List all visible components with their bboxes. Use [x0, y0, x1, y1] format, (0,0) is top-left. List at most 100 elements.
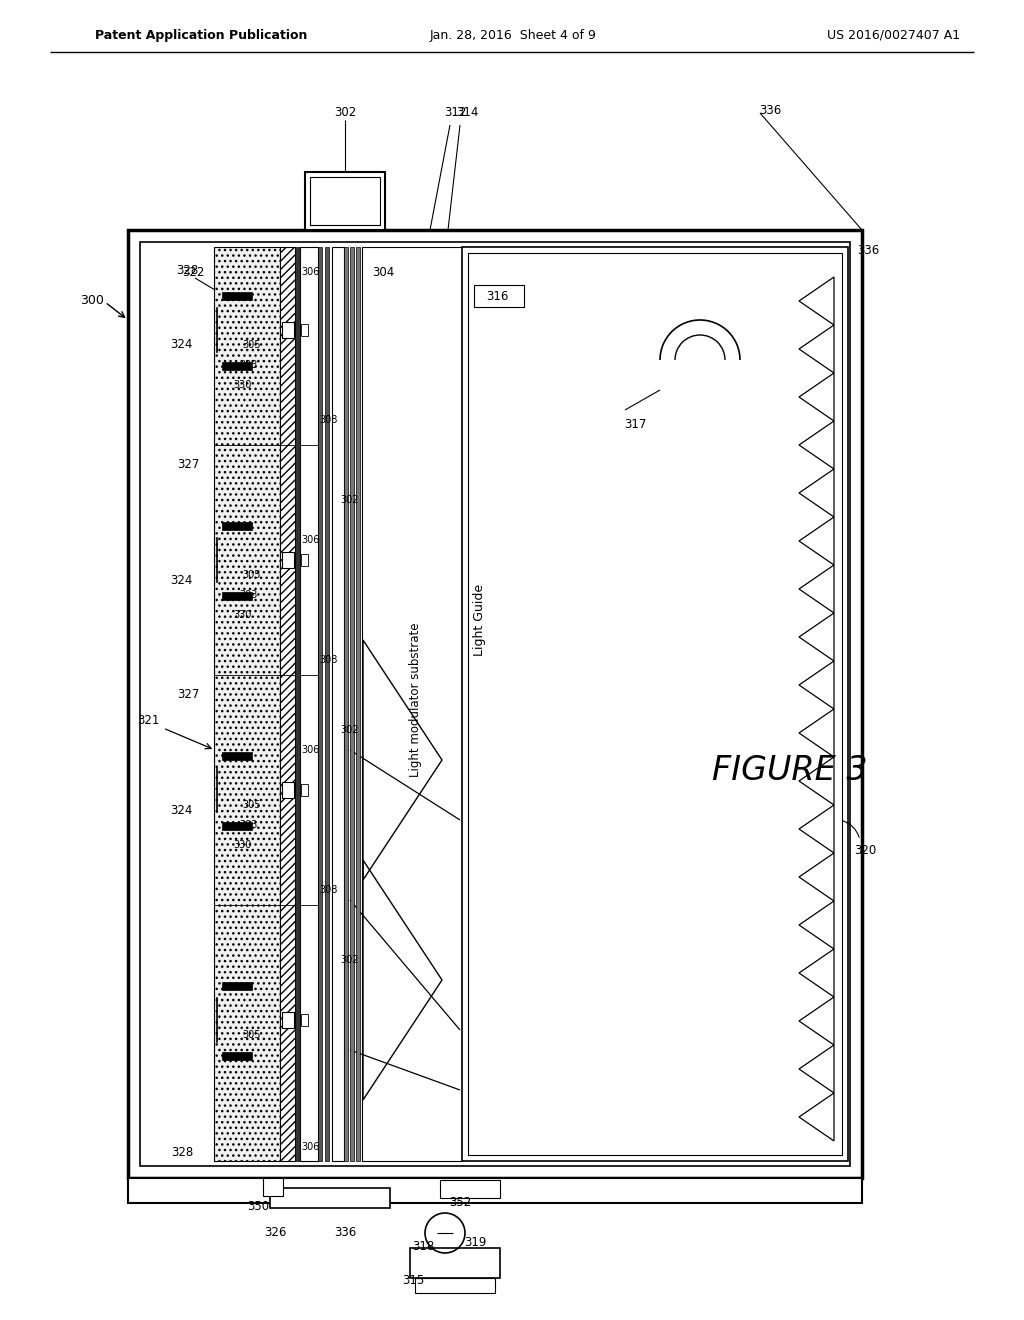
Polygon shape: [799, 565, 834, 612]
Bar: [301, 1014, 308, 1026]
Text: 316: 316: [485, 289, 508, 302]
Bar: [362, 247, 462, 1162]
Text: US 2016/0027407 A1: US 2016/0027407 A1: [826, 29, 961, 41]
Bar: [301, 784, 308, 796]
Bar: [410, 1247, 500, 1278]
Text: 327: 327: [177, 689, 200, 701]
Bar: [462, 247, 848, 1162]
Text: 322: 322: [182, 265, 205, 279]
Text: 304: 304: [372, 265, 394, 279]
Bar: [300, 247, 318, 1162]
Text: 328: 328: [176, 264, 198, 276]
Text: 324: 324: [171, 338, 193, 351]
Text: Light Guide: Light Guide: [473, 583, 486, 656]
Text: Jan. 28, 2016  Sheet 4 of 9: Jan. 28, 2016 Sheet 4 of 9: [430, 29, 597, 41]
Text: 305: 305: [243, 341, 261, 350]
Bar: [222, 521, 252, 531]
Polygon shape: [799, 997, 834, 1045]
Text: 303: 303: [239, 820, 257, 830]
Polygon shape: [799, 853, 834, 902]
Bar: [295, 247, 300, 1162]
Text: 302: 302: [341, 725, 359, 735]
Text: 303: 303: [239, 590, 257, 601]
Text: 324: 324: [171, 573, 193, 586]
Text: 319: 319: [464, 1237, 486, 1250]
Polygon shape: [799, 374, 834, 421]
Bar: [270, 1188, 390, 1208]
Bar: [468, 253, 842, 1155]
Polygon shape: [799, 469, 834, 517]
Text: 302: 302: [341, 954, 359, 965]
Text: 308: 308: [318, 884, 337, 895]
Polygon shape: [799, 612, 834, 661]
Text: 314: 314: [456, 107, 478, 120]
Text: 318: 318: [412, 1239, 434, 1253]
Bar: [318, 247, 322, 1162]
Bar: [140, 242, 850, 1166]
Polygon shape: [799, 1045, 834, 1093]
Polygon shape: [799, 277, 834, 325]
Polygon shape: [799, 709, 834, 756]
Text: 327: 327: [177, 458, 200, 471]
Bar: [222, 1052, 252, 1060]
Text: FIGURE 3: FIGURE 3: [712, 754, 867, 787]
Bar: [222, 982, 252, 990]
Bar: [282, 552, 294, 568]
Bar: [325, 247, 329, 1162]
Bar: [222, 292, 252, 300]
Bar: [280, 247, 295, 1162]
Bar: [301, 323, 308, 337]
Bar: [222, 362, 252, 370]
Text: 305: 305: [243, 1030, 261, 1040]
Text: 320: 320: [854, 843, 877, 857]
Text: Light modulator substrate: Light modulator substrate: [409, 623, 422, 777]
Text: 306: 306: [301, 1142, 319, 1152]
Bar: [344, 247, 348, 1162]
Text: 336: 336: [857, 243, 880, 256]
Text: 326: 326: [264, 1226, 286, 1239]
Text: 312: 312: [443, 107, 466, 120]
Text: 306: 306: [301, 744, 319, 755]
Text: 352: 352: [449, 1196, 471, 1209]
Bar: [474, 285, 524, 308]
Text: 330: 330: [232, 610, 251, 620]
Text: 321: 321: [137, 714, 159, 726]
Bar: [222, 591, 252, 601]
Text: 308: 308: [318, 414, 337, 425]
Text: 336: 336: [334, 1226, 356, 1239]
Bar: [310, 177, 380, 224]
Text: 328: 328: [171, 1146, 193, 1159]
Polygon shape: [799, 661, 834, 709]
Text: 302: 302: [341, 495, 359, 506]
Bar: [128, 1177, 862, 1203]
Bar: [263, 1177, 283, 1196]
Bar: [356, 247, 360, 1162]
Bar: [440, 1180, 500, 1199]
Text: 308: 308: [318, 655, 337, 665]
Polygon shape: [799, 517, 834, 565]
Polygon shape: [799, 1093, 834, 1140]
Text: 300: 300: [80, 293, 104, 306]
Text: 336: 336: [759, 103, 781, 116]
Bar: [222, 822, 252, 830]
Bar: [222, 752, 252, 760]
Text: 306: 306: [301, 267, 319, 277]
Bar: [415, 1278, 495, 1294]
Bar: [282, 1012, 294, 1028]
Bar: [350, 247, 354, 1162]
Bar: [214, 247, 280, 1162]
Bar: [332, 247, 344, 1162]
Text: 317: 317: [624, 418, 646, 432]
Text: 305: 305: [243, 800, 261, 810]
Polygon shape: [799, 756, 834, 805]
Text: 302: 302: [334, 107, 356, 120]
Polygon shape: [799, 902, 834, 949]
Polygon shape: [799, 949, 834, 997]
Text: 330: 330: [232, 840, 251, 850]
Bar: [305, 172, 385, 230]
Text: Patent Application Publication: Patent Application Publication: [95, 29, 307, 41]
Text: 324: 324: [171, 804, 193, 817]
Bar: [282, 781, 294, 799]
Text: 305: 305: [243, 570, 261, 579]
Text: 315: 315: [401, 1274, 424, 1287]
